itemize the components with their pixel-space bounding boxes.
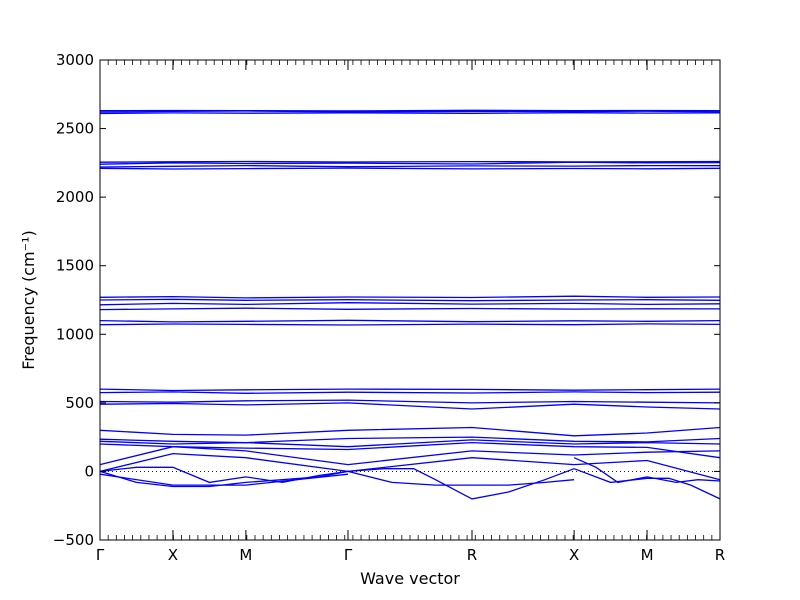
y-axis-label: Frequency (cm⁻¹): [19, 230, 38, 369]
x-axis-label: Wave vector: [360, 569, 460, 588]
band-line-15: [99, 399, 721, 404]
band-line-11: [99, 319, 721, 323]
band-line-5: [99, 167, 721, 170]
band-line-8: [99, 298, 721, 302]
band-line-22: [99, 452, 721, 481]
band-line-1: [99, 109, 721, 112]
band-line-23: [99, 466, 349, 484]
x-tick-label: M: [641, 546, 654, 564]
band-line-6: [99, 160, 721, 163]
x-tick-label: Γ: [96, 546, 105, 564]
band-line-14: [99, 391, 721, 394]
band-line-29: [573, 468, 721, 500]
x-tick-label: M: [239, 546, 252, 564]
band-line-17: [99, 426, 721, 437]
band-line-24: [99, 470, 349, 488]
band-line-12: [99, 323, 721, 326]
x-tick-label: Γ: [344, 546, 353, 564]
band-line-0: [99, 110, 721, 113]
band-line-4: [99, 164, 721, 168]
band-line-25: [99, 473, 349, 486]
x-tick-label: R: [715, 546, 725, 564]
band-line-18: [99, 436, 721, 444]
series-layer: [99, 109, 721, 500]
minor-ticks: [99, 60, 721, 540]
band-line-9: [99, 302, 721, 306]
band-line-20: [99, 441, 721, 459]
band-line-28: [573, 457, 721, 484]
band-line-21: [99, 446, 721, 466]
band-line-3: [99, 161, 721, 165]
band-line-10: [99, 307, 721, 311]
y-tick-label: 0: [84, 462, 94, 480]
y-axis-ticks: −500 0 500 1000 1500 2000 2500 3000: [53, 51, 720, 549]
x-tick-label: X: [168, 546, 178, 564]
x-tick-label: X: [569, 546, 579, 564]
y-tick-label: 3000: [56, 51, 94, 69]
band-line-7: [99, 295, 721, 299]
y-tick-label: 1500: [56, 257, 94, 275]
band-line-26: [347, 468, 575, 500]
y-tick-label: −500: [53, 531, 94, 549]
band-line-27: [347, 470, 575, 486]
y-tick-label: 1000: [56, 325, 94, 343]
band-line-13: [99, 388, 721, 392]
x-tick-label: R: [467, 546, 477, 564]
band-line-19: [99, 439, 721, 448]
band-line-2: [99, 112, 721, 115]
y-tick-label: 2000: [56, 188, 94, 206]
y-tick-label: 2500: [56, 120, 94, 138]
band-line-16: [99, 402, 721, 410]
y-tick-label: 500: [65, 394, 94, 412]
